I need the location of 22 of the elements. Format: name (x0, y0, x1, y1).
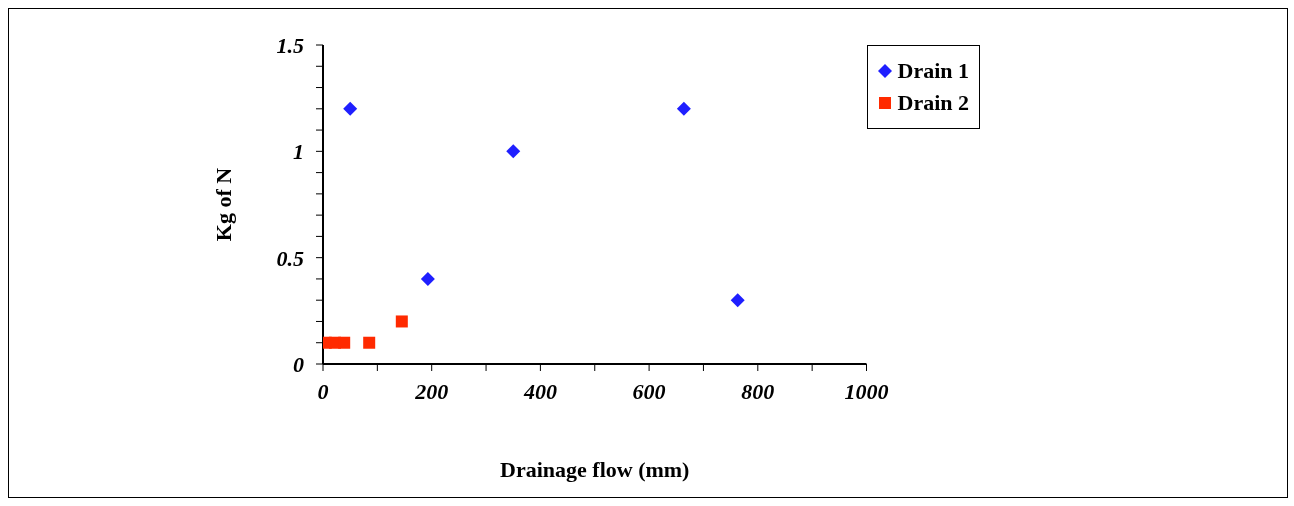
point (730, 293, 745, 308)
x-axis-title: Drainage flow (mm) (500, 457, 690, 482)
x-tick-label: 1000 (844, 379, 889, 404)
point (343, 101, 358, 116)
y-tick-label: 1.5 (276, 33, 304, 58)
point (363, 336, 376, 349)
point (506, 144, 521, 159)
point (420, 271, 435, 286)
x-tick-label: 600 (632, 379, 666, 404)
legend-label: Drain 1 (897, 58, 969, 84)
y-tick-label: 0.5 (276, 245, 304, 271)
y-tick-label: 0 (293, 352, 304, 377)
point (676, 101, 691, 116)
y-tick-label: 1 (293, 139, 304, 165)
point (338, 336, 351, 349)
y-axis-title: Kg of N (210, 167, 236, 242)
x-tick-label: 400 (522, 379, 557, 404)
x-tick-label: 0 (317, 379, 329, 404)
legend-label: Drain 2 (897, 90, 969, 116)
point (395, 315, 408, 328)
x-tick-label: 200 (414, 379, 449, 404)
x-tick-label: 800 (741, 379, 775, 404)
